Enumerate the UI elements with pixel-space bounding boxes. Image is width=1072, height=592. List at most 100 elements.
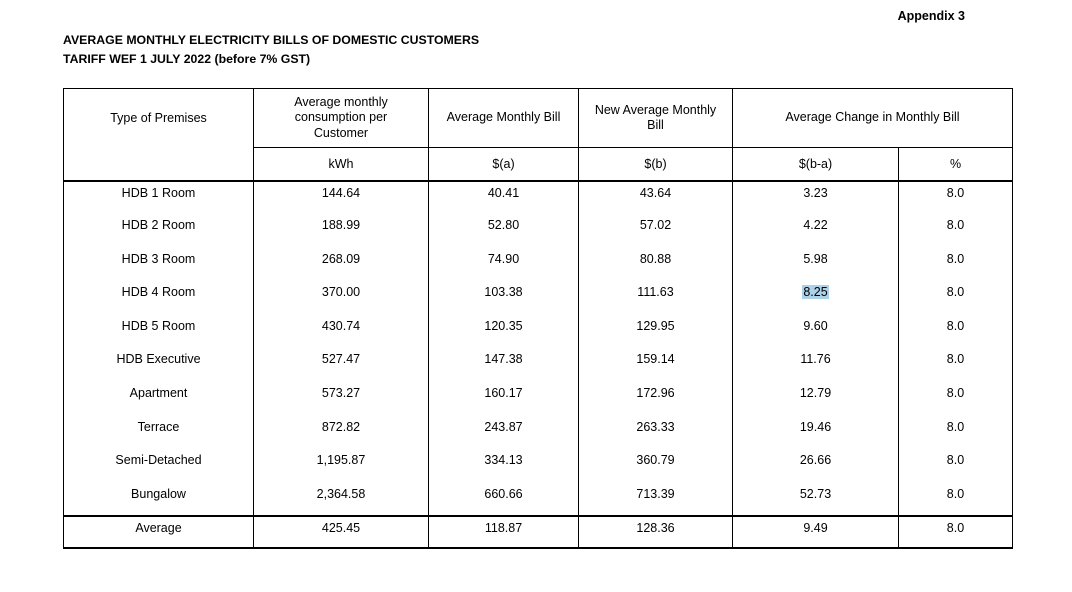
premises-cell: HDB 4 Room (63, 281, 254, 315)
kwh-cell: 144.64 (253, 180, 429, 215)
change-amount-value: 52.73 (799, 486, 832, 501)
pct-cell: 8.0 (898, 382, 1013, 416)
document-title-line2: TARIFF WEF 1 JULY 2022 (before 7% GST) (63, 51, 311, 66)
appendix-label: Appendix 3 (897, 9, 965, 23)
bill-b-cell: 263.33 (578, 415, 733, 450)
table-row: HDB 1 Room 144.64 40.41 43.64 3.23 8.0 (63, 180, 1013, 215)
pct-cell: 8.0 (898, 180, 1013, 215)
header-average-change: Average Change in Monthly Bill (732, 88, 1013, 148)
header-average-monthly-bill: Average Monthly Bill (428, 88, 579, 148)
table-row: HDB 3 Room 268.09 74.90 80.88 5.98 8.0 (63, 247, 1013, 282)
change-cell: 52.73 (732, 482, 899, 517)
bill-a-cell: 40.41 (428, 180, 579, 215)
kwh-cell: 268.09 (253, 247, 429, 282)
pct-cell: 8.0 (898, 449, 1013, 483)
table-row: Apartment 573.27 160.17 172.96 12.79 8.0 (63, 382, 1013, 416)
average-row: Average 425.45 118.87 128.36 9.49 8.0 (63, 515, 1013, 549)
bill-a-cell: 334.13 (428, 449, 579, 483)
change-cell: 4.22 (732, 214, 899, 248)
kwh-cell: 527.47 (253, 348, 429, 383)
kwh-cell: 1,195.87 (253, 449, 429, 483)
header-unit-dollar-a: $(a) (428, 147, 579, 182)
bill-a-cell: 120.35 (428, 314, 579, 349)
bill-a-cell: 103.38 (428, 281, 579, 315)
change-cell: 11.76 (732, 348, 899, 383)
table-header: Type of Premises Average monthly consump… (63, 88, 1013, 182)
header-new-average-monthly-bill: New Average Monthly Bill (578, 88, 733, 148)
document-title-block: AVERAGE MONTHLY ELECTRICITY BILLS OF DOM… (63, 31, 479, 68)
bill-b-cell: 57.02 (578, 214, 733, 248)
pct-cell: 8.0 (898, 482, 1013, 517)
average-pct-cell: 8.0 (898, 515, 1013, 549)
change-amount-value: 19.46 (799, 419, 832, 434)
change-cell: 8.25 (732, 281, 899, 315)
kwh-cell: 370.00 (253, 281, 429, 315)
premises-cell: HDB 2 Room (63, 214, 254, 248)
pct-cell: 8.0 (898, 415, 1013, 450)
premises-cell: Apartment (63, 382, 254, 416)
kwh-cell: 573.27 (253, 382, 429, 416)
header-row-units: kWh $(a) $(b) $(b-a) % (64, 147, 1013, 182)
pct-cell: 8.0 (898, 348, 1013, 383)
change-cell: 3.23 (732, 180, 899, 215)
bill-b-cell: 43.64 (578, 180, 733, 215)
bill-b-cell: 360.79 (578, 449, 733, 483)
header-unit-dollar-b: $(b) (578, 147, 733, 182)
table-row: Terrace 872.82 243.87 263.33 19.46 8.0 (63, 415, 1013, 450)
premises-cell: HDB 3 Room (63, 247, 254, 282)
change-amount-value: 4.22 (803, 218, 828, 233)
change-amount-value: 3.23 (803, 185, 828, 200)
selected-text-highlight[interactable]: 8.25 (802, 285, 829, 300)
header-consumption: Average monthly consumption per Customer (253, 88, 429, 148)
bill-b-cell: 80.88 (578, 247, 733, 282)
average-bill-a-cell: 118.87 (428, 515, 579, 549)
bill-b-cell: 159.14 (578, 348, 733, 383)
table-row: HDB 5 Room 430.74 120.35 129.95 9.60 8.0 (63, 314, 1013, 349)
kwh-cell: 188.99 (253, 214, 429, 248)
premises-cell: HDB Executive (63, 348, 254, 383)
kwh-cell: 430.74 (253, 314, 429, 349)
table-row: HDB Executive 527.47 147.38 159.14 11.76… (63, 348, 1013, 383)
average-premises-cell: Average (63, 515, 254, 549)
change-cell: 5.98 (732, 247, 899, 282)
average-change-cell: 9.49 (732, 515, 899, 549)
pct-cell: 8.0 (898, 281, 1013, 315)
table-row: HDB 4 Room 370.00 103.38 111.63 8.25 8.0 (63, 281, 1013, 315)
premises-cell: Bungalow (63, 482, 254, 517)
table-row: HDB 2 Room 188.99 52.80 57.02 4.22 8.0 (63, 214, 1013, 248)
pct-cell: 8.0 (898, 314, 1013, 349)
change-cell: 9.60 (732, 314, 899, 349)
premises-cell: HDB 1 Room (63, 180, 254, 215)
bill-a-cell: 243.87 (428, 415, 579, 450)
bill-b-cell: 713.39 (578, 482, 733, 517)
change-amount-value: 12.79 (799, 386, 832, 401)
electricity-bills-table: Type of Premises Average monthly consump… (63, 88, 1013, 550)
change-amount-value: 5.98 (803, 251, 828, 266)
kwh-cell: 872.82 (253, 415, 429, 450)
header-unit-percent: % (898, 147, 1013, 182)
bill-b-cell: 111.63 (578, 281, 733, 315)
pct-cell: 8.0 (898, 214, 1013, 248)
change-cell: 19.46 (732, 415, 899, 450)
change-amount-value: 11.76 (800, 352, 831, 367)
premises-cell: Semi-Detached (63, 449, 254, 483)
average-kwh-cell: 425.45 (253, 515, 429, 549)
header-row-labels: Type of Premises Average monthly consump… (63, 88, 1013, 182)
bill-a-cell: 160.17 (428, 382, 579, 416)
bill-a-cell: 147.38 (428, 348, 579, 383)
premises-cell: HDB 5 Room (63, 314, 254, 349)
bill-b-cell: 129.95 (578, 314, 733, 349)
bill-b-cell: 172.96 (578, 382, 733, 416)
table-row: Semi-Detached 1,195.87 334.13 360.79 26.… (63, 449, 1013, 483)
table-row: Bungalow 2,364.58 660.66 713.39 52.73 8.… (63, 482, 1013, 517)
change-cell: 12.79 (732, 382, 899, 416)
header-unit-kwh: kWh (253, 147, 429, 182)
change-amount-value: 9.60 (803, 318, 828, 333)
document-title-line1: AVERAGE MONTHLY ELECTRICITY BILLS OF DOM… (63, 33, 480, 47)
header-unit-dollar-b-minus-a: $(b-a) (732, 147, 899, 182)
change-cell: 26.66 (732, 449, 899, 483)
table-body: HDB 1 Room 144.64 40.41 43.64 3.23 8.0 H… (63, 180, 1013, 517)
bill-a-cell: 660.66 (428, 482, 579, 517)
change-amount-value: 26.66 (799, 453, 832, 468)
bill-a-cell: 74.90 (428, 247, 579, 282)
